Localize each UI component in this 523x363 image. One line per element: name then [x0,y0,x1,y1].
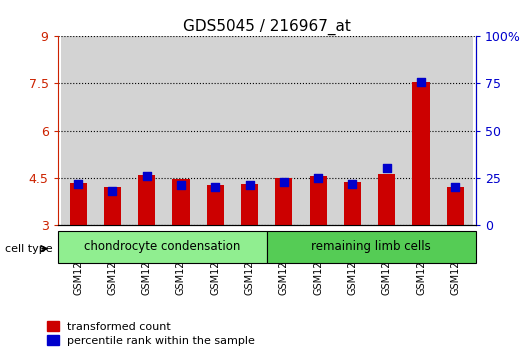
Point [280,179,288,184]
Bar [413,82,429,225]
Point [177,183,185,188]
Title: GDS5045 / 216967_at: GDS5045 / 216967_at [183,19,350,35]
Bar [104,187,121,225]
Point [348,181,357,187]
Bar [232,36,267,225]
Bar [241,184,258,225]
Point [417,79,425,85]
Bar [370,36,404,225]
Bar [164,36,198,225]
Text: cell type: cell type [5,244,53,254]
Bar [275,179,292,225]
Point [108,188,117,194]
Bar [207,185,224,225]
Bar [130,36,164,225]
Bar [378,174,395,225]
Bar [335,36,370,225]
Point [383,166,391,171]
Legend: transformed count, percentile rank within the sample: transformed count, percentile rank withi… [48,321,255,346]
Point [245,183,254,188]
Text: chondrocyte condensation: chondrocyte condensation [84,240,240,253]
Bar [438,36,472,225]
Bar [138,175,155,225]
Bar [310,176,327,225]
Bar [58,231,267,263]
Bar [267,36,301,225]
Point [451,184,460,190]
Bar [344,182,361,225]
Bar [198,36,232,225]
Bar [301,36,335,225]
Point [211,184,220,190]
Text: remaining limb cells: remaining limb cells [312,240,431,253]
Bar [70,183,87,225]
Bar [267,231,476,263]
Bar [173,179,189,225]
Point [74,181,82,187]
Point [142,173,151,179]
Bar [447,187,464,225]
Bar [61,36,95,225]
Point [314,175,322,181]
Bar [404,36,438,225]
Bar [95,36,130,225]
